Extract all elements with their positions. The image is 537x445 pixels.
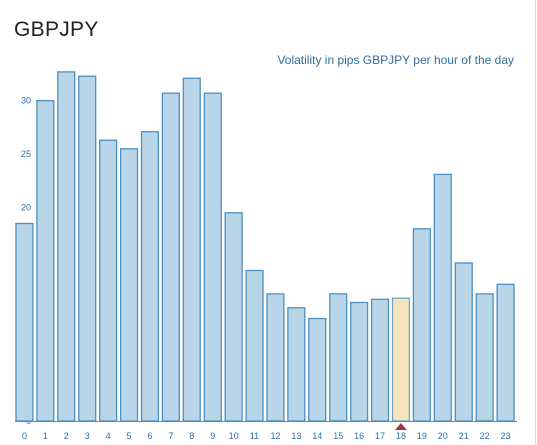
page-title: GBPJPY <box>14 18 99 41</box>
bar-hour-16 <box>350 301 369 422</box>
x-tick-label: 9 <box>210 431 215 441</box>
x-tick-label: 18 <box>396 431 406 441</box>
x-tick-label: 8 <box>189 431 194 441</box>
bar-hour-20 <box>433 173 452 422</box>
chart-title: Volatility in pips GBPJPY per hour of th… <box>277 53 514 67</box>
bar-hour-21 <box>454 262 473 422</box>
x-tick-label: 21 <box>459 431 469 441</box>
bar-hour-12 <box>266 293 285 422</box>
bar-hour-15 <box>329 293 348 422</box>
bar-hour-9 <box>203 92 222 422</box>
x-tick-label: 0 <box>22 431 27 441</box>
x-tick-label: 17 <box>375 431 385 441</box>
x-axis-ticks: 0 1 2 3 4 5 6 7 8 9 10 11 12 13 14 15 16 17 18 19 20 21 22 23 <box>22 431 511 441</box>
bar-hour-2 <box>57 71 76 422</box>
x-tick-label: 11 <box>250 431 259 441</box>
bar-hour-3 <box>78 75 97 422</box>
bars-group <box>15 71 515 422</box>
bar-hour-1 <box>36 100 55 422</box>
x-tick-label: 6 <box>147 431 152 441</box>
current-hour-marker-icon <box>394 423 407 430</box>
x-tick-label: 14 <box>312 431 322 441</box>
x-tick-label: 12 <box>270 431 280 441</box>
x-tick-label: 10 <box>229 431 239 441</box>
x-tick-label: 5 <box>126 431 131 441</box>
bar-hour-22 <box>475 293 494 422</box>
bar-hour-10 <box>224 212 243 422</box>
bar-hour-5 <box>119 148 139 422</box>
bar-hour-18 <box>391 297 411 422</box>
bar-hour-13 <box>287 307 306 422</box>
x-tick-label: 19 <box>417 431 427 441</box>
x-tick-label: 13 <box>291 431 301 441</box>
panel-divider <box>535 0 536 445</box>
y-tick-label: 30 <box>21 96 31 106</box>
bar-hour-19 <box>412 228 431 422</box>
bar-hour-4 <box>99 139 118 422</box>
x-tick-label: 2 <box>64 431 69 441</box>
x-tick-label: 7 <box>168 431 173 441</box>
y-tick-label: 25 <box>21 149 31 159</box>
x-tick-label: 15 <box>333 431 343 441</box>
bar-hour-23 <box>496 283 515 422</box>
x-tick-label: 23 <box>500 431 510 441</box>
x-tick-label: 16 <box>354 431 364 441</box>
bar-hour-6 <box>140 131 160 422</box>
x-tick-label: 1 <box>43 431 48 441</box>
x-tick-label: 4 <box>106 431 111 441</box>
bar-hour-8 <box>182 77 201 422</box>
x-tick-label: 20 <box>438 431 448 441</box>
x-tick-label: 22 <box>480 431 490 441</box>
bar-hour-11 <box>245 269 264 422</box>
bar-hour-14 <box>308 317 327 422</box>
bar-hour-0 <box>15 222 34 422</box>
bar-hour-7 <box>161 92 180 422</box>
bar-hour-17 <box>370 298 390 422</box>
y-tick-label: 20 <box>21 203 31 213</box>
x-tick-label: 3 <box>85 431 90 441</box>
